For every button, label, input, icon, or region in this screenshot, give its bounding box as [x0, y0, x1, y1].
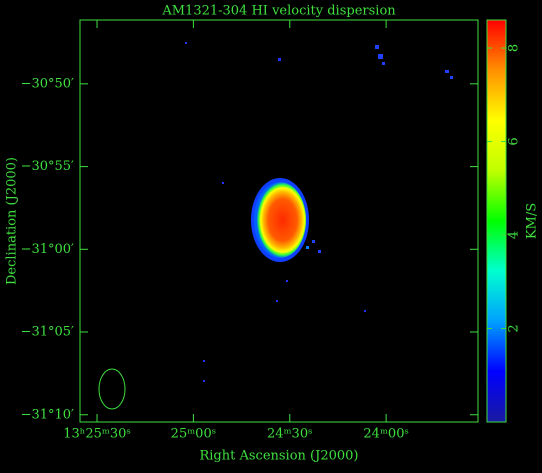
- colorbar-frame: [486, 19, 507, 423]
- beam: [98, 368, 126, 410]
- colorbar-tick-label: 6: [507, 137, 522, 145]
- x-tick-label: 24ᵐ30ˢ: [267, 427, 312, 442]
- colorbar-label: KM/S: [525, 203, 540, 239]
- x-axis-label: Right Ascension (J2000): [199, 449, 358, 464]
- emission: [185, 42, 453, 382]
- plot-frame: [79, 19, 479, 423]
- chart-title: AM1321-304 HI velocity dispersion: [161, 4, 396, 19]
- y-tick-label: −31°05′: [21, 324, 74, 339]
- x-tick-label: 24ᵐ00ˢ: [363, 427, 408, 442]
- x-tick-label: 25ᵐ00ˢ: [171, 427, 216, 442]
- y-tick-label: −31°10′: [21, 407, 74, 422]
- x-tick-label: 13ʰ25ᵐ30ˢ: [63, 427, 131, 442]
- colorbar-tick-label: 8: [507, 44, 522, 52]
- colorbar-tick-label: 2: [507, 324, 522, 332]
- y-tick-label: −31°00′: [21, 242, 74, 257]
- colorbar-tick-label: 4: [507, 231, 522, 239]
- y-tick-label: −30°50′: [21, 76, 74, 91]
- y-axis-label: Declination (J2000): [5, 157, 20, 285]
- colorbar: [487, 20, 506, 422]
- y-tick-label: −30°55′: [21, 159, 74, 174]
